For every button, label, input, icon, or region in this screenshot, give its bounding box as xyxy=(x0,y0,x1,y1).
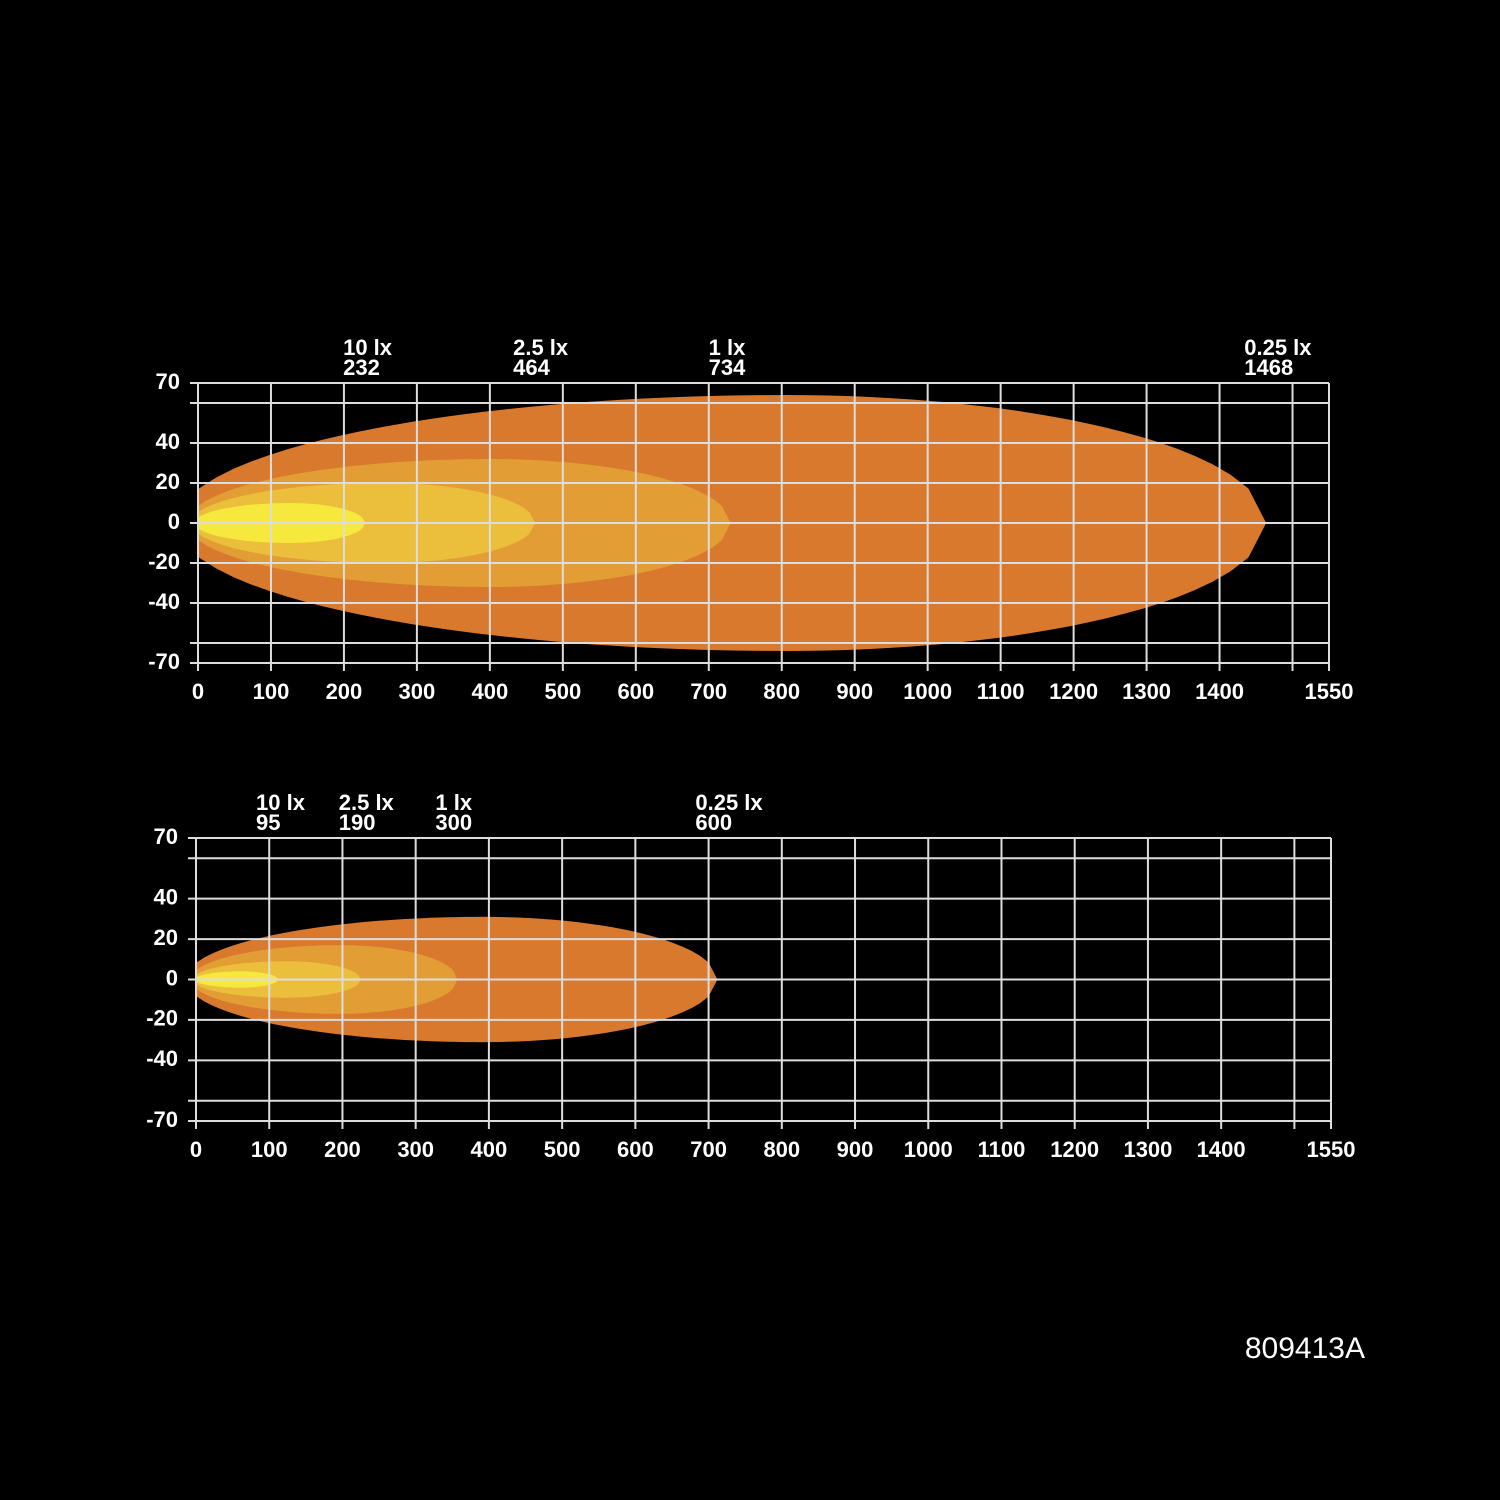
x-tick-label: 1400 xyxy=(1197,1137,1246,1162)
y-tick-label: 70 xyxy=(156,369,180,394)
x-tick-label: 200 xyxy=(324,1137,361,1162)
contour-distance: 95 xyxy=(256,810,280,835)
contour-name: 0.25 lx xyxy=(695,790,763,815)
x-tick-label: 200 xyxy=(326,679,363,704)
y-tick-label: 20 xyxy=(154,925,178,950)
product-code: 809413A xyxy=(1245,1332,1365,1365)
contour-name: 10 lx xyxy=(343,335,393,360)
contour-distance: 190 xyxy=(339,810,376,835)
x-tick-label: 100 xyxy=(253,679,290,704)
contour-distance: 300 xyxy=(435,810,472,835)
x-tick-label: 300 xyxy=(397,1137,434,1162)
x-tick-label: 1200 xyxy=(1050,1137,1099,1162)
contour-distance: 734 xyxy=(709,355,746,380)
x-tick-label: 1400 xyxy=(1195,679,1244,704)
x-tick-label: 1100 xyxy=(977,679,1025,704)
x-tick-label: 400 xyxy=(472,679,509,704)
contour-distance: 232 xyxy=(343,355,380,380)
y-tick-label: -20 xyxy=(146,1006,178,1031)
x-tick-label: 700 xyxy=(690,1137,727,1162)
x-tick-label: 100 xyxy=(251,1137,288,1162)
x-tick-label: 0 xyxy=(192,679,204,704)
y-tick-label: 40 xyxy=(156,429,180,454)
contour-distance: 1468 xyxy=(1244,355,1293,380)
x-tick-label: 600 xyxy=(617,1137,654,1162)
x-tick-label: 1100 xyxy=(978,1137,1026,1162)
y-tick-label: 0 xyxy=(168,509,180,534)
x-tick-label: 1300 xyxy=(1122,679,1171,704)
y-tick-label: 0 xyxy=(166,965,178,990)
contour-name: 1 lx xyxy=(709,335,746,360)
y-tick-label: 40 xyxy=(154,884,178,909)
x-tick-label: 1000 xyxy=(903,679,952,704)
x-tick-label: 1550 xyxy=(1307,1137,1356,1162)
contour-name: 1 lx xyxy=(435,790,472,815)
x-tick-label: 800 xyxy=(763,1137,800,1162)
y-tick-label: 20 xyxy=(156,469,180,494)
x-tick-label: 400 xyxy=(471,1137,508,1162)
contour-name: 2.5 lx xyxy=(513,335,569,360)
x-tick-label: 300 xyxy=(399,679,436,704)
y-tick-label: -40 xyxy=(146,1046,178,1071)
y-tick-label: -20 xyxy=(148,549,180,574)
contour-name: 10 lx xyxy=(256,790,306,815)
x-tick-label: 700 xyxy=(690,679,727,704)
contour-name: 0.25 lx xyxy=(1244,335,1312,360)
y-tick-label: -70 xyxy=(146,1107,178,1132)
x-tick-label: 1200 xyxy=(1049,679,1098,704)
y-tick-label: -70 xyxy=(148,649,180,674)
x-tick-label: 500 xyxy=(544,679,581,704)
x-tick-label: 1550 xyxy=(1305,679,1354,704)
y-tick-label: 70 xyxy=(154,824,178,849)
contour-distance: 600 xyxy=(695,810,732,835)
x-tick-label: 900 xyxy=(837,1137,874,1162)
x-tick-label: 1300 xyxy=(1123,1137,1172,1162)
x-tick-label: 900 xyxy=(836,679,873,704)
x-tick-label: 800 xyxy=(763,679,800,704)
x-tick-label: 500 xyxy=(544,1137,581,1162)
contour-name: 2.5 lx xyxy=(339,790,395,815)
x-tick-label: 1000 xyxy=(904,1137,953,1162)
y-tick-label: -40 xyxy=(148,589,180,614)
x-tick-label: 600 xyxy=(617,679,654,704)
x-tick-label: 0 xyxy=(190,1137,202,1162)
contour-distance: 464 xyxy=(513,355,550,380)
